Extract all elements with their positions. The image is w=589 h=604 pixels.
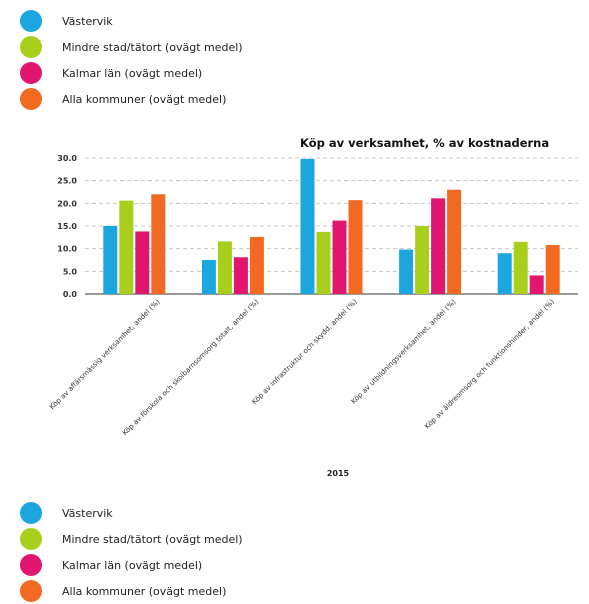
legend-bottom: Västervik Mindre stad/tätort (ovägt medel… [20,500,243,604]
legend-swatch [20,528,42,550]
legend-item: Västervik [20,8,243,34]
legend-swatch [20,88,42,110]
x-tick-label: Köp av infrastruktur och skydd, andel (%… [250,298,359,407]
legend-swatch [20,62,42,84]
legend-label: Västervik [62,14,113,28]
y-tick-label: 25.0 [57,177,77,186]
bar [545,245,560,294]
bar [348,200,363,294]
bar [249,236,264,294]
y-tick-label: 0.0 [63,290,78,299]
y-tick-label: 5.0 [63,267,78,276]
x-tick-label: Köp av utbildningsverksamhet, andel (%) [350,298,458,406]
legend-top: Västervik Mindre stad/tätort (ovägt medel… [20,8,243,112]
y-tick-label: 10.0 [57,245,77,254]
y-tick-label: 30.0 [57,154,77,163]
bar [415,226,430,294]
bar [399,249,414,294]
legend-swatch [20,502,42,524]
legend-item: Mindre stad/tätort (ovägt medel) [20,34,243,60]
legend-label: Västervik [62,506,113,520]
legend-item: Mindre stad/tätort (ovägt medel) [20,526,243,552]
bar [431,198,446,294]
bar [513,241,528,294]
legend-item: Alla kommuner (ovägt medel) [20,578,243,604]
bar [332,220,347,294]
bar [217,241,232,294]
legend-label: Alla kommuner (ovägt medel) [62,92,227,106]
bar [497,253,512,294]
legend-swatch [20,580,42,602]
y-tick-label: 15.0 [57,222,77,231]
bar [201,260,216,294]
bar [119,200,134,294]
y-tick-label: 20.0 [57,199,77,208]
legend-item: Kalmar län (ovägt medel) [20,60,243,86]
legend-item: Kalmar län (ovägt medel) [20,552,243,578]
x-tick-label: Köp av affärsmässig verksamhet, andel (%… [48,298,162,412]
bar [300,158,315,294]
bar-chart: 0.0 5.0 10.0 15.0 20.0 25.0 30.0 Köp av affärsm… [48,154,578,478]
bar [135,231,150,294]
legend-label: Mindre stad/tätort (ovägt medel) [62,40,243,54]
bar [529,275,544,294]
bar [233,257,248,294]
legend-item: Alla kommuner (ovägt medel) [20,86,243,112]
legend-label: Kalmar län (ovägt medel) [62,66,203,80]
bar [103,226,118,294]
legend-item: Västervik [20,500,243,526]
legend-label: Kalmar län (ovägt medel) [62,558,203,572]
bar [151,194,166,294]
legend-swatch [20,10,42,32]
chart-title: Köp av verksamhet, % av kostnaderna [300,136,550,150]
legend-label: Mindre stad/tätort (ovägt medel) [62,532,243,546]
bar [316,231,331,294]
legend-swatch [20,36,42,58]
legend-label: Alla kommuner (ovägt medel) [62,584,227,598]
bar [447,189,462,294]
legend-swatch [20,554,42,576]
x-axis-label: 2015 [327,469,350,478]
